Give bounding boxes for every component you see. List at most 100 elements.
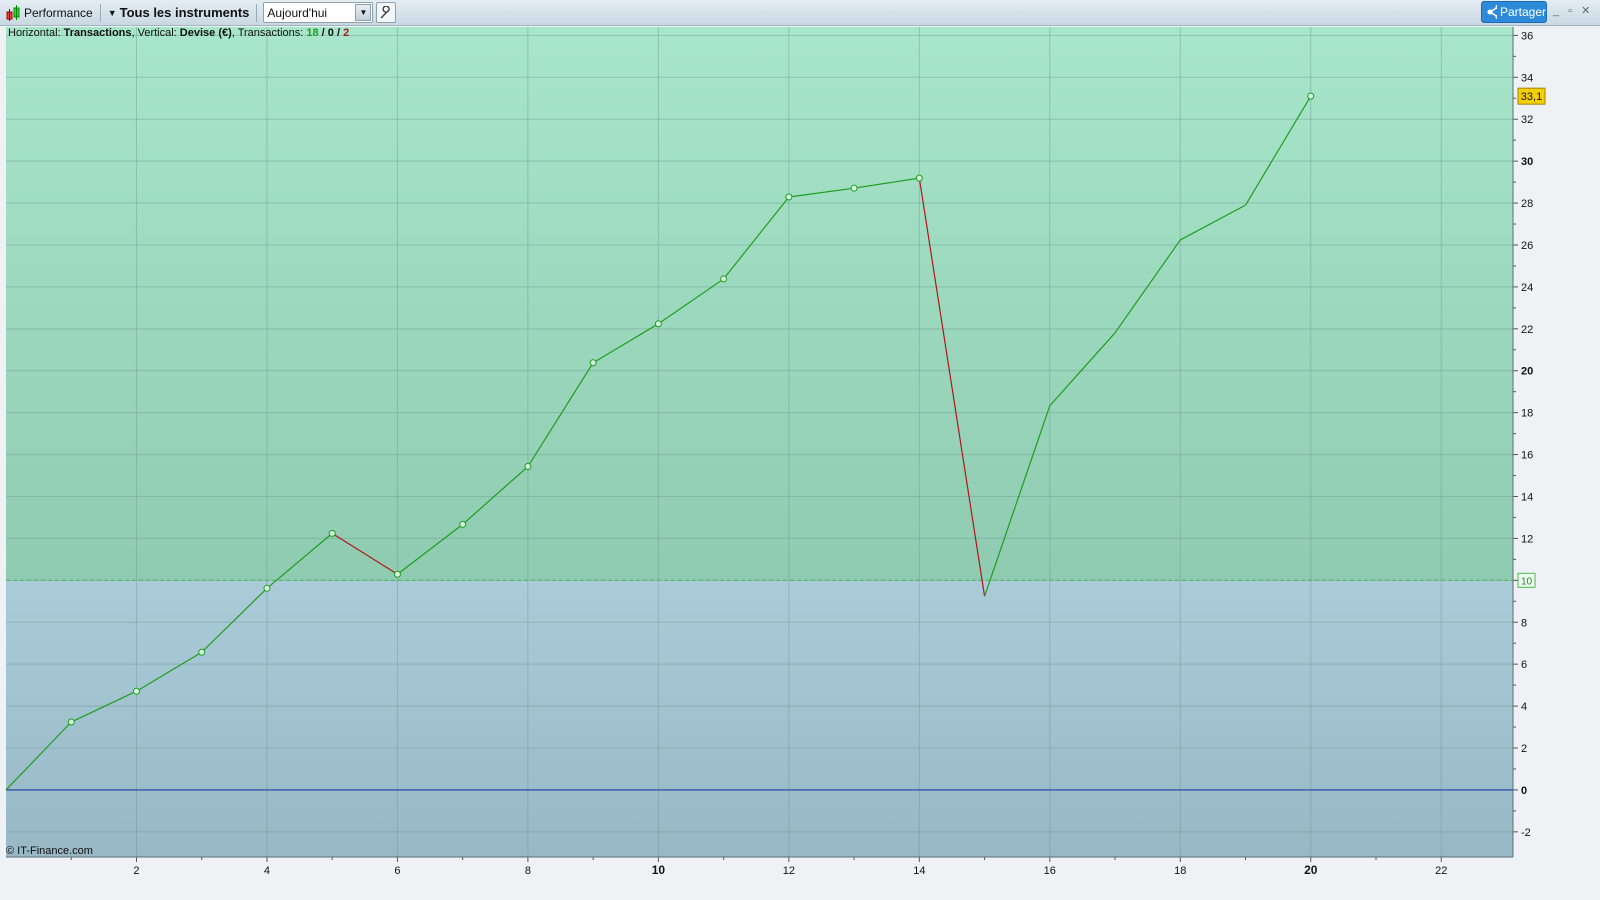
share-icon bbox=[1487, 4, 1497, 20]
y-tick-label: 14 bbox=[1521, 491, 1533, 503]
window-controls[interactable]: _ ▫ ✕ bbox=[1553, 5, 1594, 17]
y-tick-label: 16 bbox=[1521, 450, 1533, 462]
settings-button[interactable] bbox=[376, 2, 397, 23]
divider bbox=[99, 3, 101, 22]
data-point bbox=[263, 584, 271, 592]
period-select[interactable]: Aujourd'hui ▼ bbox=[263, 2, 374, 23]
losses-count: 2 bbox=[343, 27, 350, 39]
y-tick-label: 12 bbox=[1521, 533, 1533, 545]
h-prefix: Horizontal: bbox=[8, 27, 64, 39]
y-tick-label: 32 bbox=[1521, 114, 1533, 126]
x-tick-label: 18 bbox=[1174, 865, 1186, 877]
below-threshold-area bbox=[6, 580, 1513, 857]
instruments-dropdown[interactable]: ▼ Tous les instruments bbox=[103, 0, 255, 25]
data-point bbox=[589, 359, 597, 367]
copyright: © IT-Finance.com bbox=[6, 845, 93, 857]
threshold-badge bbox=[1517, 572, 1536, 588]
data-point bbox=[459, 520, 467, 528]
data-point bbox=[1307, 92, 1315, 100]
neutral-count: 0 bbox=[327, 27, 334, 39]
gain-segment bbox=[1245, 95, 1312, 206]
y-tick-label: 28 bbox=[1521, 198, 1533, 210]
wins-count: 18 bbox=[306, 27, 319, 39]
gain-segment bbox=[70, 690, 137, 723]
loss-segment bbox=[331, 532, 398, 575]
gain-segment bbox=[854, 177, 920, 189]
y-tick-label: 0 bbox=[1521, 785, 1527, 797]
gain-segment bbox=[984, 405, 1051, 597]
data-point bbox=[393, 570, 401, 578]
x-tick-label: 8 bbox=[525, 865, 531, 877]
performance-button[interactable]: Performance bbox=[0, 0, 98, 25]
x-tick-label: 22 bbox=[1435, 865, 1447, 877]
gain-segment bbox=[462, 466, 529, 525]
x-tick-label: 20 bbox=[1304, 863, 1318, 877]
caret-down-icon: ▼ bbox=[107, 7, 117, 18]
y-tick-label: 2 bbox=[1521, 743, 1527, 755]
y-tick-label: 22 bbox=[1521, 324, 1533, 336]
y-tick-label: 30 bbox=[1521, 156, 1533, 168]
y-tick-label: 4 bbox=[1521, 701, 1527, 713]
x-tick-label: 12 bbox=[783, 865, 795, 877]
y-tick-label: 26 bbox=[1521, 240, 1533, 252]
performance-label: Performance bbox=[24, 5, 93, 20]
y-tick-label: 36 bbox=[1521, 30, 1533, 42]
data-point bbox=[654, 320, 662, 328]
gain-segment bbox=[1180, 204, 1246, 241]
gain-segment bbox=[266, 532, 333, 589]
y-tick-label: 34 bbox=[1521, 72, 1533, 84]
x-tick-label: 4 bbox=[264, 865, 270, 877]
candlestick-icon bbox=[6, 4, 20, 21]
data-point bbox=[524, 463, 532, 471]
data-point bbox=[328, 529, 336, 537]
loss-segment bbox=[918, 178, 986, 597]
sep: / bbox=[318, 27, 328, 39]
v-value: Devise (€) bbox=[179, 27, 232, 39]
period-value: Aujourd'hui bbox=[267, 5, 328, 20]
x-tick-label: 16 bbox=[1044, 865, 1056, 877]
sep: / bbox=[333, 27, 344, 39]
gain-segment bbox=[5, 721, 72, 791]
divider bbox=[256, 3, 258, 22]
wrench-icon bbox=[380, 5, 391, 18]
gain-segment bbox=[201, 587, 268, 653]
gain-segment bbox=[1114, 239, 1181, 334]
y-tick-label: 8 bbox=[1521, 617, 1527, 629]
gain-segment bbox=[397, 523, 464, 575]
x-tick-label: 2 bbox=[133, 865, 139, 877]
last-value-label: 33,1 bbox=[1521, 91, 1542, 103]
data-point bbox=[132, 687, 140, 695]
x-tick-label: 14 bbox=[913, 865, 925, 877]
data-point bbox=[720, 275, 728, 283]
instruments-label: Tous les instruments bbox=[119, 5, 250, 20]
share-button[interactable]: Partager bbox=[1481, 1, 1547, 23]
above-threshold-area bbox=[6, 27, 1513, 581]
gain-segment bbox=[592, 323, 659, 364]
last-value-badge bbox=[1517, 87, 1546, 105]
gain-segment bbox=[136, 651, 203, 692]
y-tick-label: 24 bbox=[1521, 282, 1533, 294]
gain-segment bbox=[788, 187, 855, 198]
gain-segment bbox=[1049, 332, 1116, 407]
x-tick-label: 10 bbox=[652, 863, 666, 877]
threshold-badge-label: 10 bbox=[1521, 576, 1533, 587]
toolbar: Performance ▼ Tous les instruments Aujou… bbox=[0, 0, 1600, 26]
share-label: Partager bbox=[1499, 5, 1546, 19]
gain-segment bbox=[658, 278, 724, 325]
data-point bbox=[850, 184, 858, 192]
y-tick-label: 18 bbox=[1521, 408, 1533, 420]
chevron-down-icon[interactable]: ▼ bbox=[355, 4, 372, 21]
gain-segment bbox=[527, 362, 594, 467]
data-point bbox=[785, 193, 793, 201]
v-prefix: , Vertical: bbox=[131, 27, 180, 39]
y-tick-label: -2 bbox=[1521, 827, 1531, 839]
gain-segment bbox=[723, 196, 790, 280]
t-prefix: , Transactions: bbox=[231, 27, 307, 39]
y-tick-label: 20 bbox=[1521, 366, 1533, 378]
chart-info: Horizontal: Transactions, Vertical: Devi… bbox=[8, 27, 349, 39]
data-point bbox=[915, 174, 923, 182]
x-tick-label: 6 bbox=[394, 865, 400, 877]
data-point bbox=[198, 648, 206, 656]
h-value: Transactions bbox=[63, 27, 132, 39]
